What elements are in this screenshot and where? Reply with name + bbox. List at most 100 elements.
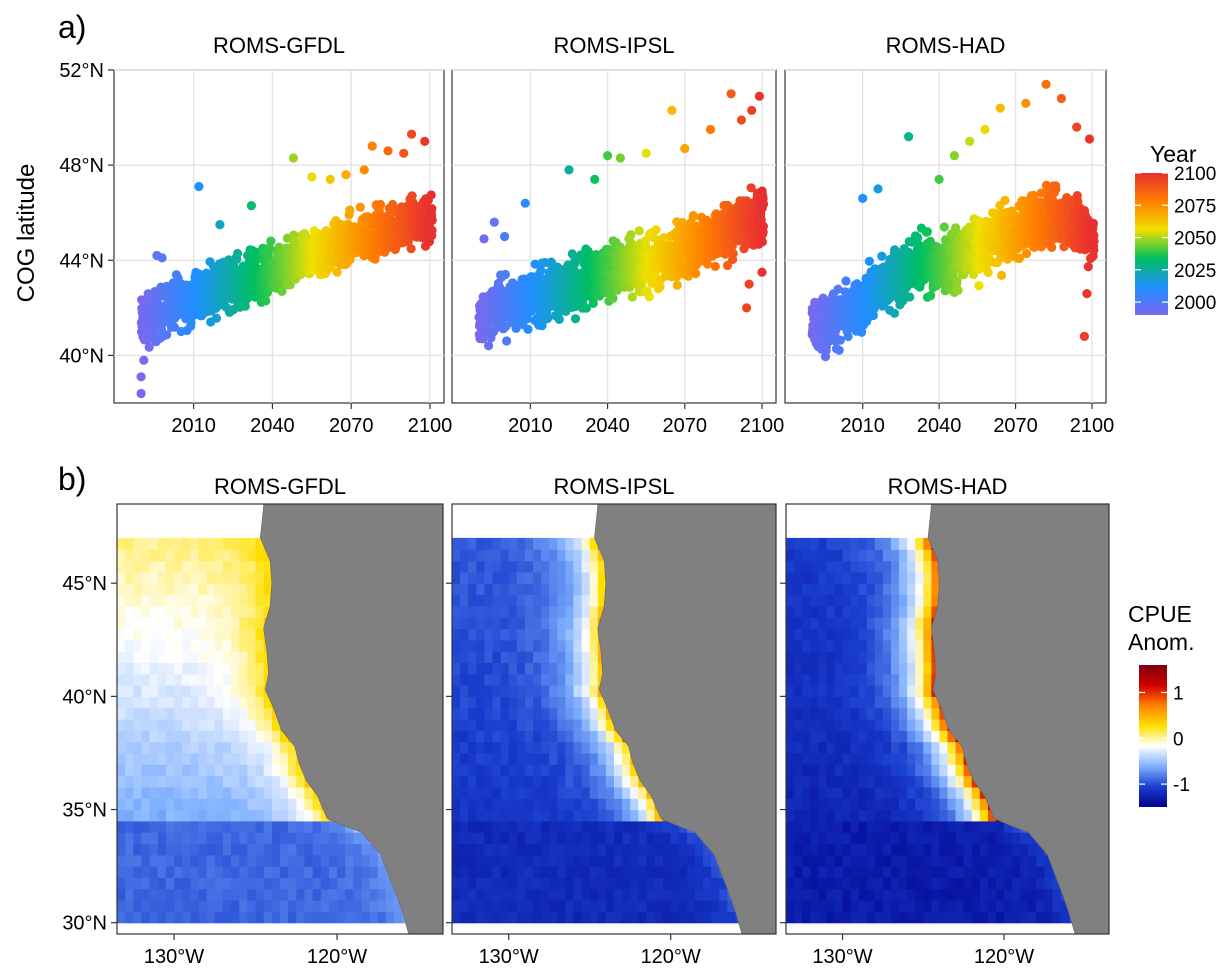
data-point — [1056, 93, 1066, 104]
map-cell — [174, 537, 183, 550]
map-cell — [508, 900, 518, 912]
map-cell — [190, 583, 200, 596]
map-cell — [638, 843, 647, 856]
map-cell — [605, 854, 615, 867]
map-cell — [117, 651, 126, 663]
map-cell — [247, 900, 257, 912]
map-cell — [247, 719, 257, 731]
map-cell — [508, 877, 518, 890]
map-cell — [149, 877, 159, 890]
data-point — [144, 342, 154, 352]
map-cell — [500, 809, 510, 822]
data-point — [710, 261, 720, 271]
map-cell — [385, 900, 395, 912]
data-point — [667, 105, 677, 115]
map-cell — [263, 730, 273, 743]
map-cell — [695, 911, 704, 924]
map-cell — [247, 775, 257, 788]
map-cell — [190, 696, 200, 709]
map-cell — [214, 571, 224, 584]
map-cell — [255, 685, 265, 697]
map-cell — [654, 911, 664, 924]
map-cell — [263, 752, 273, 765]
map-cell — [198, 843, 208, 856]
map-cell — [320, 820, 330, 833]
map-cell — [484, 866, 494, 878]
map-cell — [247, 741, 257, 754]
map-cell — [476, 888, 485, 901]
map-cell — [149, 900, 159, 912]
map-cell — [288, 843, 297, 856]
map-cell — [239, 583, 249, 596]
map-cell — [255, 673, 265, 686]
map-cell — [255, 911, 265, 924]
data-point — [758, 199, 769, 209]
map-cell — [125, 639, 134, 652]
map-cell — [174, 752, 183, 765]
map-cell — [149, 820, 159, 833]
data-point — [162, 330, 172, 340]
data-point — [215, 220, 225, 230]
map-cell — [320, 888, 330, 901]
map-cell — [231, 662, 240, 675]
data-point — [608, 293, 618, 303]
data-point — [564, 165, 574, 175]
map-cell — [174, 877, 183, 890]
map-cell — [133, 866, 142, 878]
map-cell — [141, 786, 151, 799]
map-cell — [377, 854, 387, 867]
map-cell — [165, 537, 175, 550]
map-cell — [320, 866, 330, 878]
map-cell — [206, 832, 216, 845]
map-cell — [630, 820, 639, 833]
map-cell — [247, 752, 257, 765]
map-cell — [328, 888, 338, 901]
data-point — [194, 181, 204, 192]
map-cell — [239, 820, 249, 833]
map-cell — [231, 730, 240, 743]
map-cell — [165, 798, 175, 811]
map-cell — [320, 832, 330, 845]
map-cell — [174, 719, 183, 731]
map-cell — [614, 820, 623, 833]
data-point — [1088, 229, 1098, 239]
map-cell — [206, 673, 216, 686]
map-cell — [190, 764, 200, 777]
map-cell — [222, 786, 232, 799]
map-cell — [280, 866, 289, 878]
map-cell — [206, 877, 216, 890]
map-cell — [589, 888, 599, 901]
x-tick-label: 2040 — [250, 415, 295, 437]
map-cell — [630, 832, 639, 845]
map-cell — [557, 900, 566, 912]
map-cell — [255, 617, 265, 630]
map-cell — [198, 673, 208, 686]
map-cell — [597, 854, 607, 867]
map-cell — [157, 866, 167, 878]
map-cell — [646, 866, 656, 878]
map-cell — [141, 820, 151, 833]
map-cell — [149, 707, 159, 720]
map-cell — [369, 866, 379, 878]
map-cell — [247, 628, 257, 641]
map-cell — [345, 900, 354, 912]
map-cell — [255, 537, 265, 550]
data-point — [841, 276, 851, 286]
map-cell — [654, 866, 664, 878]
map-cell — [165, 832, 175, 845]
map-cell — [198, 696, 208, 709]
map-cell — [686, 854, 696, 867]
map-cell — [719, 888, 728, 901]
map-cell — [157, 583, 167, 596]
map-cell — [361, 911, 371, 924]
map-cell — [263, 809, 273, 822]
map-cell — [125, 651, 134, 663]
map-cell — [263, 900, 273, 912]
map-cell — [328, 820, 338, 833]
map-cell — [141, 900, 151, 912]
map-cell — [149, 741, 159, 754]
map-cell — [662, 854, 672, 867]
map-cell — [174, 786, 183, 799]
map-cell — [614, 911, 623, 924]
